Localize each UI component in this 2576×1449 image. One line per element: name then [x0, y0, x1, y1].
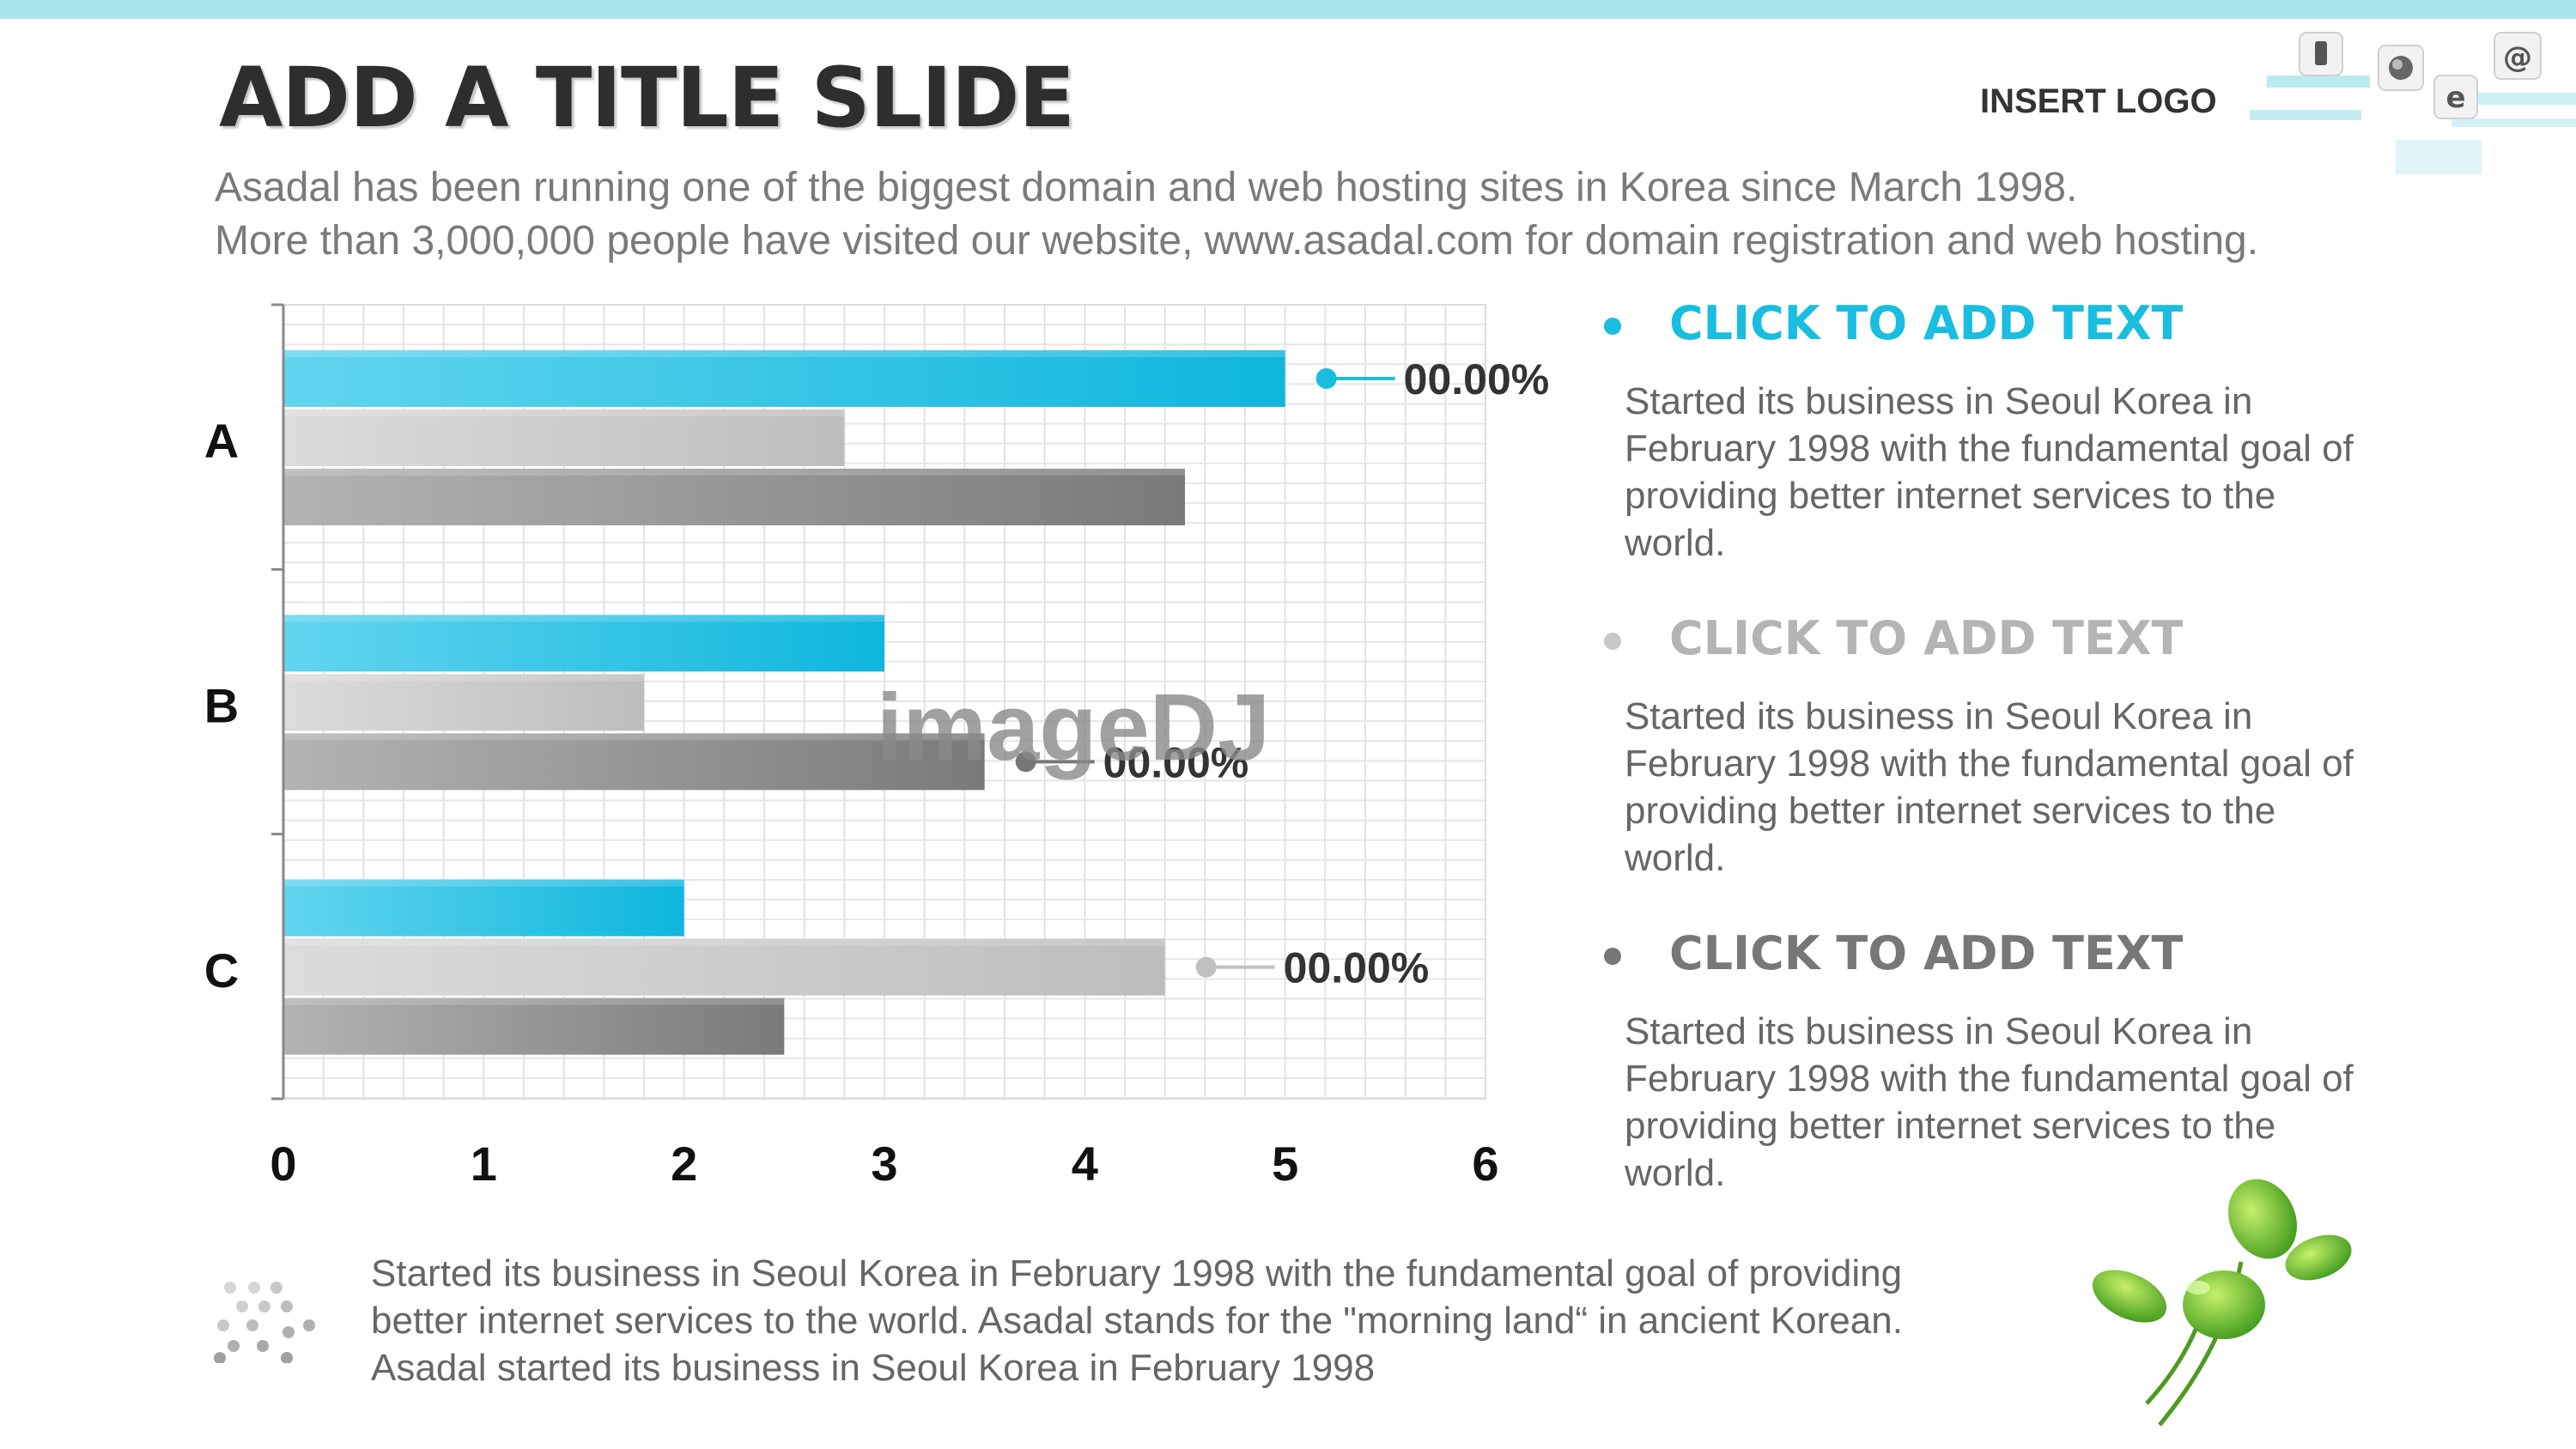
annotation-label: 00.00% [1404, 355, 1550, 403]
bullet-item-3[interactable]: CLICK TO ADD TEXT Started its business i… [1597, 926, 2370, 1194]
bullet-item-2[interactable]: CLICK TO ADD TEXT Started its business i… [1597, 611, 2370, 879]
bar-highlight [283, 469, 1185, 476]
slide-subtitle[interactable]: Asadal has been running one of the bigge… [215, 161, 2258, 268]
x-tick-label: 3 [871, 1137, 897, 1191]
category-label-a: A [204, 414, 239, 468]
watermark-text: imageDJ [877, 675, 1271, 780]
bullet-title: CLICK TO ADD TEXT [1669, 296, 2184, 350]
footer-text[interactable]: Started its business in Seoul Korea in F… [371, 1250, 2045, 1391]
globe-icon [2378, 45, 2424, 91]
bar-b-series-1 [283, 615, 884, 672]
annotation-label: 00.00% [1284, 944, 1430, 992]
svg-text:@: @ [2503, 40, 2532, 75]
top-accent-bar [0, 0, 2576, 19]
svg-text:e: e [2445, 81, 2465, 115]
bar-c-series-1 [283, 879, 684, 937]
bullet-dot [1604, 633, 1621, 650]
bar-highlight [283, 879, 684, 887]
category-label-b: B [204, 679, 239, 733]
bullet-title: CLICK TO ADD TEXT [1669, 926, 2184, 980]
bar-a-series-2 [283, 409, 845, 466]
bar-b-series-3 [283, 733, 985, 791]
bar-highlight [283, 997, 785, 1005]
x-tick-label: 0 [270, 1137, 296, 1191]
bullet-dot [1604, 318, 1621, 335]
insert-logo-placeholder[interactable]: INSERT LOGO [1980, 82, 2217, 120]
category-label-c: C [204, 943, 239, 997]
x-tick-label: 1 [471, 1137, 497, 1191]
x-tick-label: 4 [1072, 1137, 1098, 1191]
footer-line-3: Asadal started its business in Seoul Kor… [371, 1347, 1376, 1389]
bottle-icon [2299, 32, 2343, 76]
bullet-item-1[interactable]: CLICK TO ADD TEXT Started its business i… [1597, 296, 2370, 564]
bullet-dot [1604, 948, 1621, 965]
web-icons-decoration: e @ [2250, 32, 2576, 174]
footer-line-1: Started its business in Seoul Korea in F… [371, 1252, 1903, 1294]
bar-highlight [283, 938, 1165, 946]
bar-c-series-2 [283, 938, 1165, 996]
x-tick-label: 5 [1272, 1137, 1298, 1191]
bullet-body: Started its business in Seoul Korea in F… [1625, 695, 2354, 879]
bar-a-series-1 [283, 350, 1285, 407]
bullet-body: Started its business in Seoul Korea in F… [1625, 1010, 2354, 1194]
sprout-icon [2092, 1179, 2352, 1427]
at-sign-icon: @ [2494, 32, 2542, 80]
footer-line-2: better internet services to the world. A… [371, 1300, 1903, 1342]
bar-c-series-3 [283, 997, 785, 1055]
browser-e-icon: e [2433, 75, 2478, 119]
bullet-body: Started its business in Seoul Korea in F… [1625, 380, 2354, 564]
bar-highlight [283, 733, 985, 741]
bar-highlight [283, 674, 644, 682]
bar-b-series-2 [283, 674, 644, 731]
bullet-title: CLICK TO ADD TEXT [1669, 611, 2184, 665]
x-tick-label: 6 [1472, 1137, 1498, 1191]
bar-highlight [283, 409, 845, 416]
x-tick-label: 2 [671, 1137, 697, 1191]
slide-title[interactable]: ADD A TITLE SLIDE [219, 50, 1075, 146]
bar-highlight [283, 615, 884, 622]
bar-highlight [283, 350, 1285, 357]
annotation-label: 00.00% [1103, 738, 1249, 786]
dots-decoration-icon [214, 1282, 315, 1363]
bar-a-series-3 [283, 469, 1185, 525]
subtitle-line-2: More than 3,000,000 people have visited … [215, 218, 2259, 264]
bar-chart: 00.00% 00.00% 00.00% A B C 0 1 2 3 4 5 6 imageDJ [204, 303, 1550, 1191]
subtitle-line-1: Asadal has been running one of the bigge… [215, 165, 2078, 210]
